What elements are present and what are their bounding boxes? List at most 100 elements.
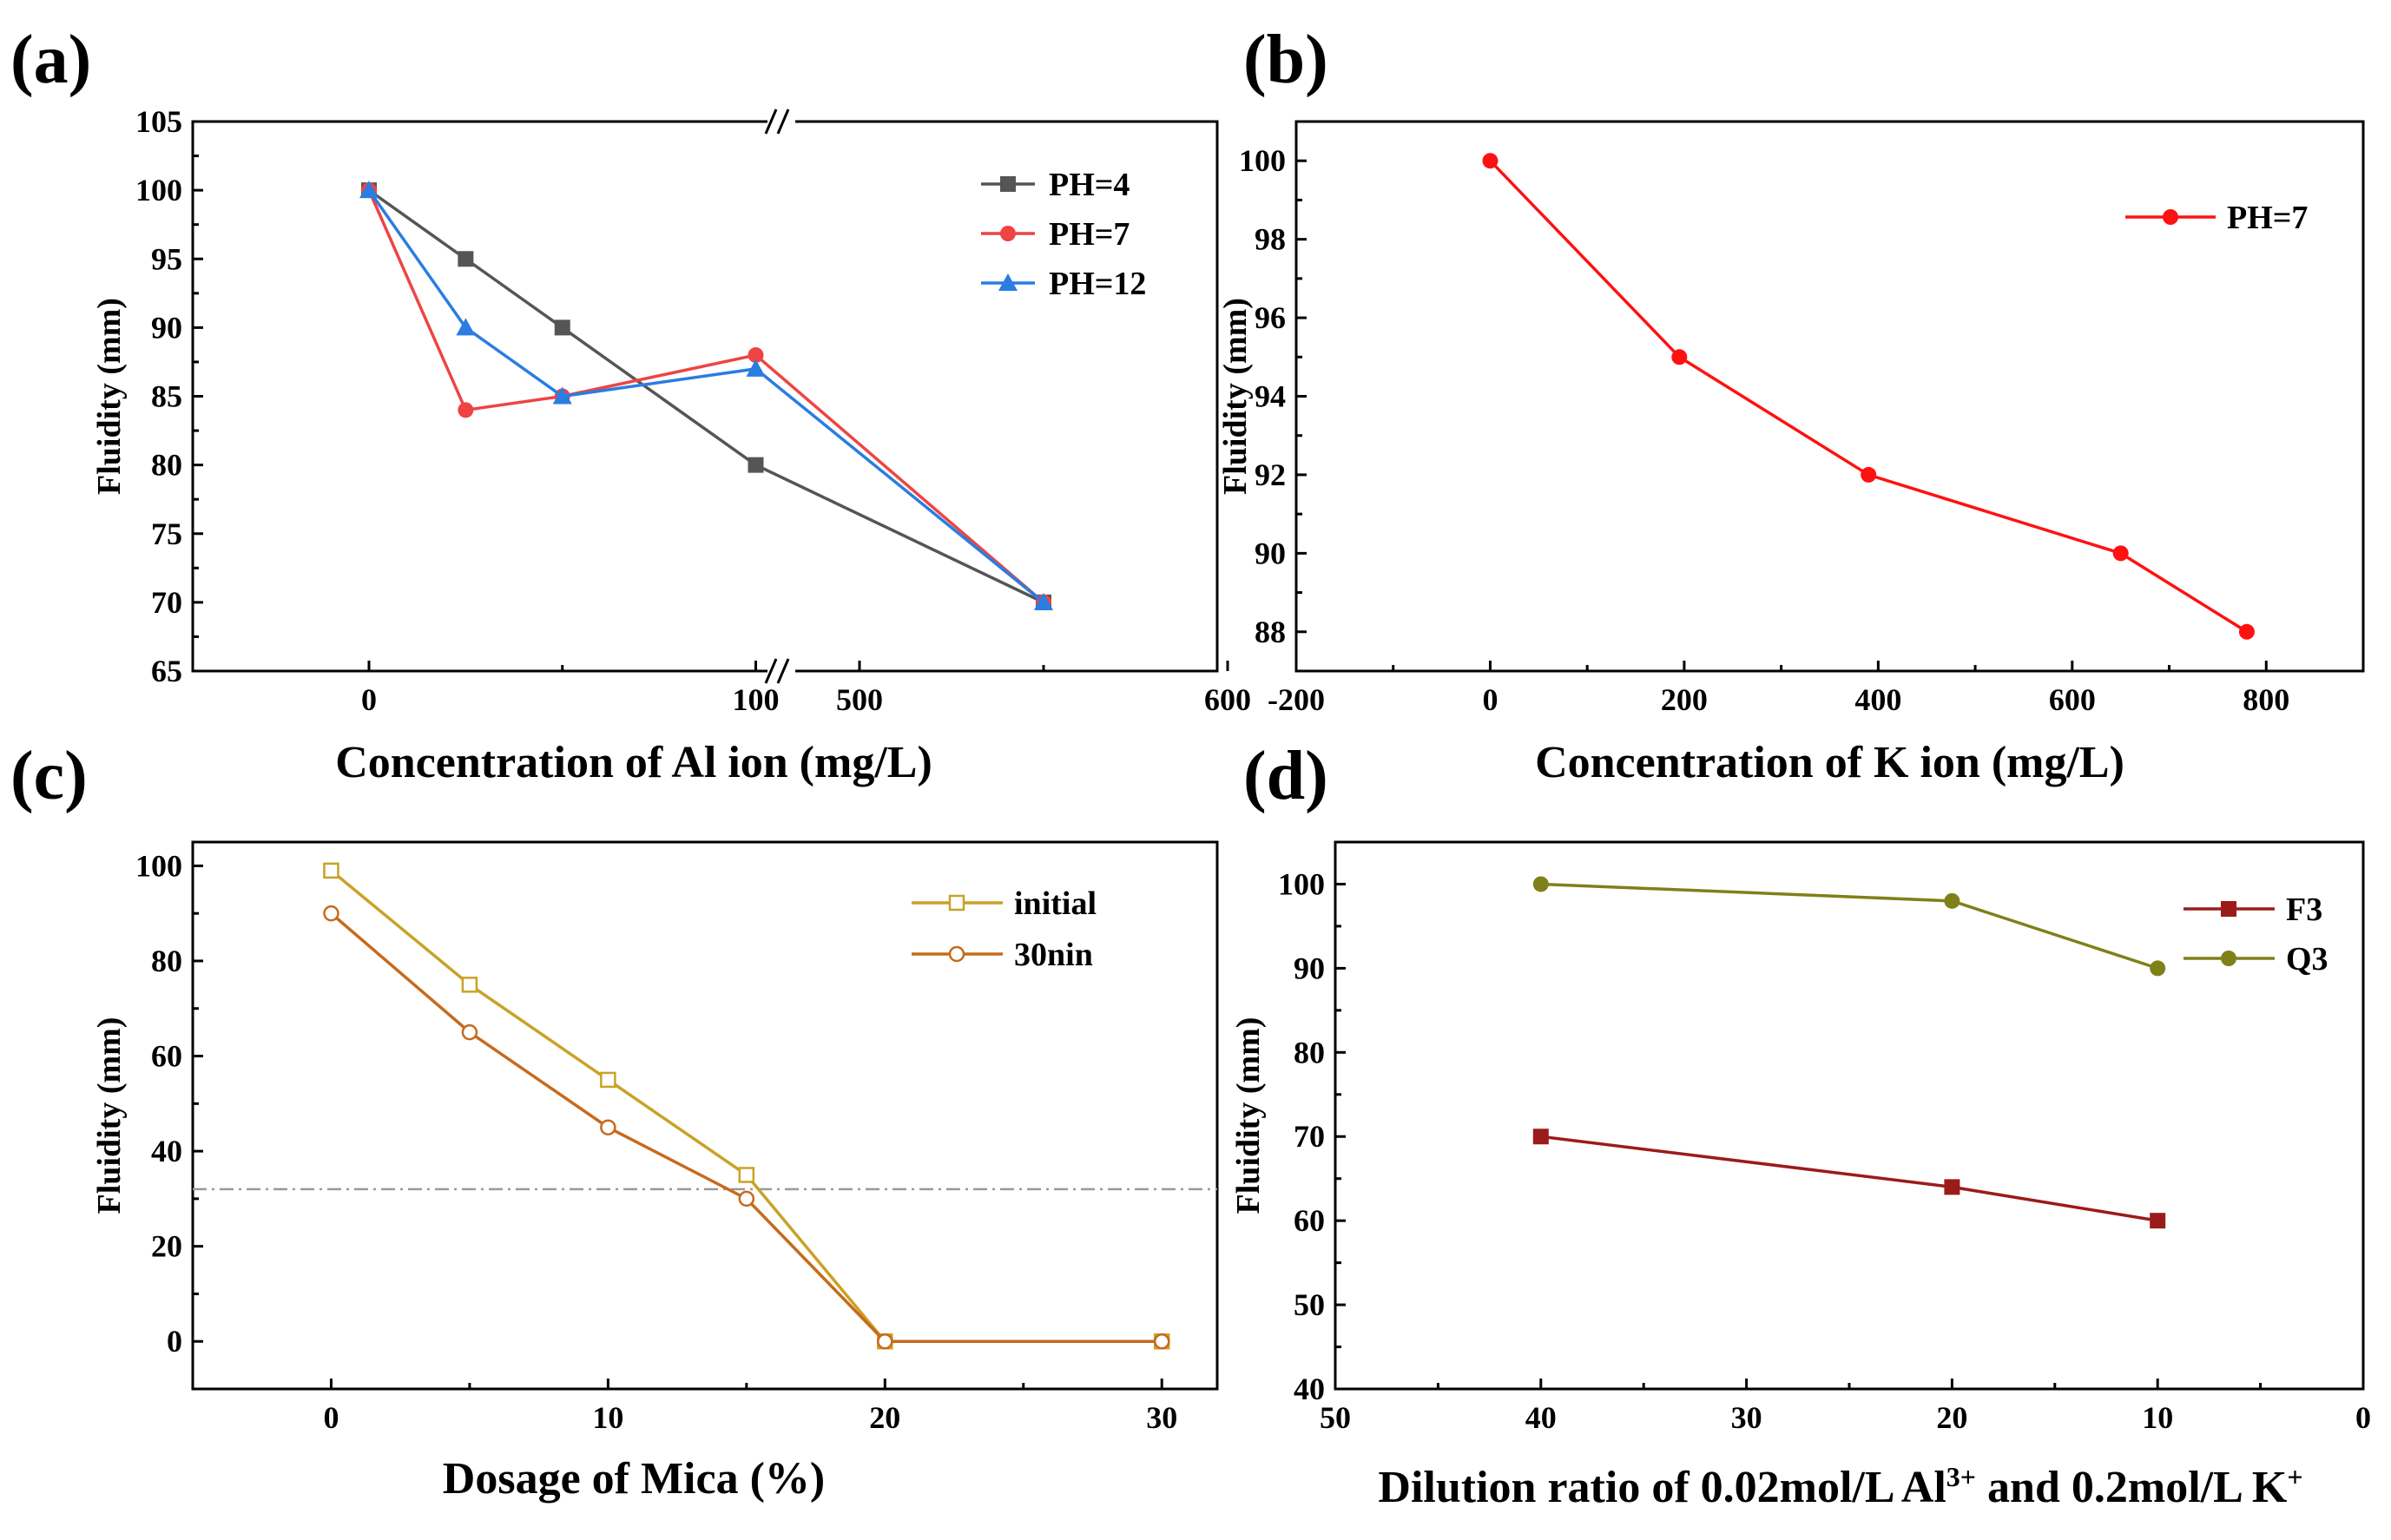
y-tick-label: 90 [151, 310, 182, 345]
data-point [552, 386, 572, 405]
data-point [2238, 623, 2255, 640]
x-tick-label: 20 [1936, 1400, 1967, 1435]
y-tick-label: 98 [1255, 222, 1286, 257]
data-point [738, 1190, 755, 1208]
y-tick-label: 80 [151, 448, 182, 483]
x-tick-label: 200 [1661, 682, 1708, 717]
y-tick-label: 88 [1255, 615, 1286, 649]
x-tick-label: 400 [1854, 682, 1901, 717]
y-tick-label: 95 [151, 241, 182, 276]
series-line-Q3 [1540, 882, 2158, 971]
x-tick-label: 0 [1482, 682, 1498, 717]
y-tick-label: 92 [1255, 457, 1286, 492]
series-line-F3 [1540, 1135, 2158, 1222]
panel-b: (b) 88 90 92 94 96 98 100 -200 0 200 400 600 800 Conce… [1217, 22, 2365, 787]
y-tick-label: 100 [1278, 866, 1325, 901]
x-tick-label: -200 [1268, 682, 1325, 717]
x-tick-label: 50 [1320, 1400, 1351, 1435]
legend-label: F3 [2286, 892, 2322, 928]
legend-label: PH=4 [1049, 167, 1130, 203]
data-point [1944, 1179, 1960, 1195]
data-point [458, 402, 474, 418]
data-point [748, 457, 764, 473]
y-tick-label: 94 [1255, 379, 1286, 414]
y-tick-label: 40 [1294, 1372, 1325, 1406]
data-point [746, 359, 766, 377]
x-tick-label: 30 [1731, 1400, 1762, 1435]
data-point [738, 1167, 755, 1183]
legend-label: PH=7 [1049, 216, 1130, 253]
data-point [1532, 1129, 1549, 1145]
y-tick-label: 85 [151, 379, 182, 414]
data-point [1944, 892, 1960, 909]
y-axis-title: Fluidity (mm) [91, 1017, 128, 1214]
legend-marker [948, 945, 965, 963]
y-tick-label: 50 [1294, 1287, 1325, 1322]
x-axis-title: Concentration of K ion (mg/L) [1535, 738, 2124, 787]
y-tick-label: 60 [1294, 1203, 1325, 1238]
data-point [748, 347, 764, 364]
y-axis-title: Fluidity (mm) [91, 298, 128, 495]
legend-marker [948, 894, 965, 911]
axis-break-mark [776, 658, 790, 684]
data-point [1861, 466, 1877, 483]
legend-label: initial [1014, 885, 1097, 922]
data-point [2150, 1213, 2166, 1229]
x-tick-label: 0 [323, 1400, 339, 1435]
y-tick-label: 100 [135, 173, 182, 207]
y-tick-label: 70 [1294, 1119, 1325, 1154]
panel-label-c: (c) [10, 738, 88, 814]
y-tick-label: 40 [151, 1134, 182, 1168]
axis-break-gap-top [767, 116, 795, 127]
y-tick-label: 60 [151, 1039, 182, 1074]
data-point [456, 318, 476, 336]
legend-marker [1000, 176, 1016, 192]
axis-break-gap-bottom [767, 666, 795, 676]
x-tick-label: 100 [733, 682, 780, 717]
panel-label-a: (a) [10, 22, 91, 98]
plot-frame [1294, 120, 2365, 673]
data-point [2112, 545, 2129, 562]
x-tick-label: 600 [1204, 682, 1251, 717]
x-axis-title-superscript: 3+ [1946, 1461, 1976, 1492]
x-tick-label: 500 [836, 682, 883, 717]
data-point [877, 1333, 893, 1350]
data-point [600, 1119, 616, 1135]
axis-break-mark [764, 658, 778, 684]
panel-a: (a) 65 70 75 80 85 90 95 100 105 0 100 500 600 Concent… [10, 22, 1251, 787]
data-point [323, 862, 339, 879]
x-axis-title-part: and 0.2mol/L K [1976, 1463, 2288, 1512]
y-tick-label: 20 [151, 1229, 182, 1264]
data-point [359, 181, 379, 199]
x-tick-label: 20 [869, 1400, 900, 1435]
x-axis-title: Dilution ratio of 0.02mol/L Al3+ and 0.2… [1378, 1461, 2302, 1512]
y-tick-label: 65 [151, 654, 182, 688]
panel-label-d: (d) [1243, 738, 1328, 814]
x-axis-title-superscript: + [2287, 1461, 2302, 1492]
data-point [1482, 153, 1498, 169]
y-tick-label: 90 [1255, 536, 1286, 570]
x-tick-label: 40 [1525, 1400, 1557, 1435]
data-point [600, 1071, 616, 1089]
y-tick-label: 100 [1239, 143, 1286, 178]
data-point [1532, 876, 1549, 892]
data-point [458, 251, 474, 267]
x-tick-label: 0 [361, 682, 377, 717]
x-tick-label: 800 [2243, 682, 2289, 717]
y-tick-label: 90 [1294, 951, 1325, 985]
plot-frame [191, 840, 1219, 1391]
panel-c: (c) 0 20 40 60 80 100 0 10 20 30 Dosage of Mica (%)… [10, 738, 1219, 1504]
series-line-30nin [330, 911, 1163, 1343]
data-point [554, 319, 570, 336]
y-tick-label: 70 [151, 585, 182, 620]
x-tick-label: 600 [2049, 682, 2096, 717]
data-point [323, 905, 339, 922]
x-axis-title-part: Dilution ratio of 0.02mol/L Al [1378, 1463, 1946, 1512]
data-point [461, 977, 478, 993]
legend-label: PH=12 [1049, 266, 1146, 302]
x-tick-label: 10 [592, 1400, 623, 1435]
x-tick-label: 30 [1146, 1400, 1177, 1435]
x-axis-title: Dosage of Mica (%) [443, 1454, 825, 1504]
